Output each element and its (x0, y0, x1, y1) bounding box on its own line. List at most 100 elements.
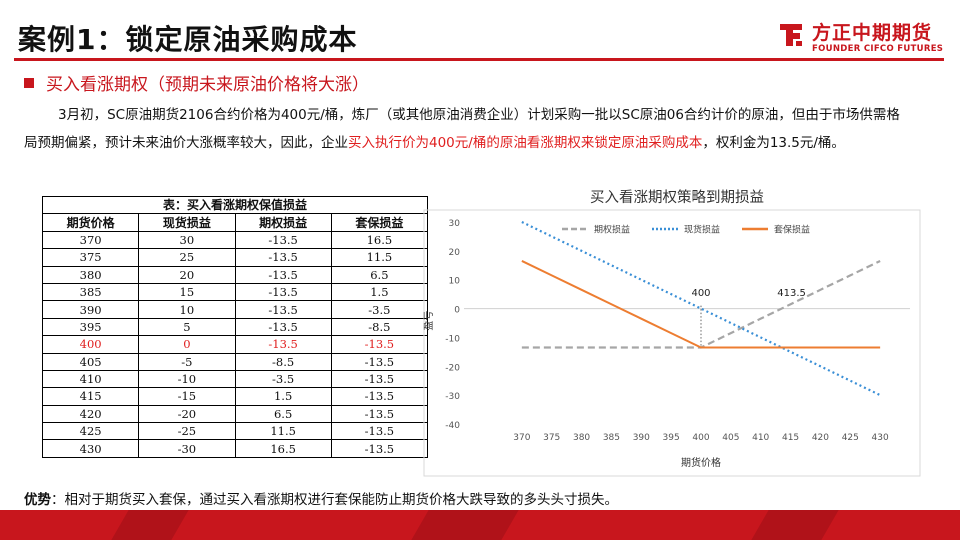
table-cell: 400 (41, 335, 140, 354)
table-cell: 370 (41, 230, 140, 250)
table-cell: -13.5 (330, 352, 429, 371)
y-tick-label: -10 (445, 334, 460, 344)
series-line-1 (521, 221, 881, 397)
paragraph-part2: ，权利金为13.5元/桶。 (702, 135, 845, 151)
table-cell: 1.5 (330, 282, 429, 302)
y-tick-label: 0 (454, 306, 460, 316)
table-row: 415 -15 1.5 -13.5 (41, 387, 429, 406)
advantage-note: 优势：相对于期货买入套保，通过买入看涨期权进行套保能防止期货价格大跌导致的多头头… (24, 488, 618, 508)
table-cell: 30 (138, 230, 236, 250)
table-cell: -13.5 (234, 248, 332, 267)
table-cell: 430 (41, 439, 140, 458)
table-cell: 11.5 (330, 248, 429, 267)
table-cell: 410 (41, 369, 140, 389)
table-cell: 415 (41, 387, 140, 406)
table-cell: -13.5 (330, 404, 429, 424)
y-axis-title: 盈亏 (423, 311, 435, 331)
table-cell: 25 (138, 248, 236, 267)
table-cell: -10 (138, 369, 236, 389)
y-tick-label: 10 (449, 277, 461, 287)
legend-label: 期权损益 (594, 224, 630, 236)
x-tick-label: 400 (692, 433, 709, 443)
annotation-label: 400 (691, 288, 710, 299)
logo-text-en: FOUNDER CIFCO FUTURES (812, 44, 944, 54)
table-row: 430 -30 16.5 -13.5 (41, 439, 429, 458)
table-row: 395 5 -13.5 -8.5 (41, 317, 429, 337)
table-cell: -13.5 (234, 282, 332, 302)
table-cell: 425 (41, 422, 140, 441)
table-cell: 16.5 (330, 230, 429, 250)
table-cell: 405 (41, 352, 140, 371)
table-cell: 15 (138, 282, 236, 302)
x-tick-label: 430 (872, 433, 889, 443)
table-header: 期权损益 (234, 213, 332, 232)
table-cell: 5 (138, 317, 236, 337)
table-cell: 395 (41, 317, 140, 337)
square-bullet-icon (24, 78, 34, 88)
table-row: 420 -20 6.5 -13.5 (41, 404, 429, 424)
table-cell: 375 (41, 248, 140, 267)
table-cell: -25 (138, 422, 236, 441)
title-divider (14, 58, 944, 61)
x-tick-label: 405 (722, 433, 739, 443)
table-row: 400 0 -13.5 -13.5 (41, 335, 429, 354)
annotation-label: 413.5 (777, 288, 806, 299)
table-row: 390 10 -13.5 -3.5 (41, 300, 429, 319)
footer-bar (0, 510, 960, 540)
advantage-label: 优势 (24, 492, 51, 508)
table-cell: 1.5 (234, 387, 332, 406)
table-cell: -13.5 (330, 387, 429, 406)
table-header: 现货损益 (138, 213, 236, 232)
hedge-pnl-table: 表：买入看涨期权保值损益 期货价格 现货损益 期权损益 套保损益 370 30 -1… (41, 195, 429, 458)
payoff-line-chart: 30 20 10 0 -10 -20 -30 -40 370 375 380 385 390 395 400… (423, 209, 921, 477)
x-tick-label: 425 (842, 433, 859, 443)
table-row: 375 25 -13.5 11.5 (41, 248, 429, 267)
table-row: 405 -5 -8.5 -13.5 (41, 352, 429, 371)
table-cell: -13.5 (234, 300, 332, 319)
table-cell: -15 (138, 387, 236, 406)
table-cell: 380 (41, 265, 140, 284)
table-cell: -30 (138, 439, 236, 458)
table-cell: -13.5 (330, 369, 429, 389)
table-cell: -13.5 (234, 265, 332, 284)
table-row: 410 -10 -3.5 -13.5 (41, 369, 429, 389)
table-row: 385 15 -13.5 1.5 (41, 282, 429, 302)
table-cell: 16.5 (234, 439, 332, 458)
footer-stripe (111, 510, 189, 540)
x-tick-label: 395 (663, 433, 680, 443)
y-tick-label: -20 (445, 363, 460, 373)
x-tick-label: 390 (633, 433, 650, 443)
case-description: 3月初，SC原油期货2106合约价格为400元/桶，炼厂（或其他原油消费企业）计… (24, 101, 904, 157)
logo-text-cn: 方正中期期货 (812, 22, 933, 44)
table-row: 380 20 -13.5 6.5 (41, 265, 429, 284)
series-line-2 (521, 260, 881, 349)
y-tick-label: 30 (449, 219, 461, 229)
y-tick-label: -40 (445, 421, 460, 431)
y-tick-label: 20 (449, 248, 461, 258)
x-tick-label: 420 (812, 433, 829, 443)
table-cell: -13.5 (330, 439, 429, 458)
table-cell: -13.5 (330, 335, 429, 354)
footer-stripe (751, 510, 839, 540)
x-tick-label: 415 (782, 433, 799, 443)
footer-stripe (411, 510, 519, 540)
table-cell: 385 (41, 282, 140, 302)
x-tick-label: 410 (752, 433, 769, 443)
table-row: 425 -25 11.5 -13.5 (41, 422, 429, 441)
table-cell: -8.5 (234, 352, 332, 371)
advantage-text: ：相对于期货买入套保，通过买入看涨期权进行套保能防止期货价格大跌导致的多头头寸损… (51, 492, 618, 508)
table-cell: 20 (138, 265, 236, 284)
table-cell: -13.5 (234, 230, 332, 250)
legend-label: 现货损益 (684, 224, 720, 236)
x-tick-label: 375 (543, 433, 560, 443)
chart-frame (423, 209, 921, 477)
table-cell: -3.5 (234, 369, 332, 389)
table-cell: -13.5 (234, 335, 332, 354)
y-tick-label: -30 (445, 392, 460, 402)
paragraph-highlight: 买入执行价为400元/桶的原油看涨期权来锁定原油采购成本 (348, 135, 703, 151)
section-subheading: 买入看涨期权（预期未来原油价格将大涨） (24, 70, 369, 95)
legend-label: 套保损益 (774, 224, 810, 236)
chart-title: 买入看涨期权策略到期损益 (590, 190, 764, 206)
table-caption: 表：买入看涨期权保值损益 (42, 195, 428, 215)
table-cell: 420 (41, 404, 140, 424)
